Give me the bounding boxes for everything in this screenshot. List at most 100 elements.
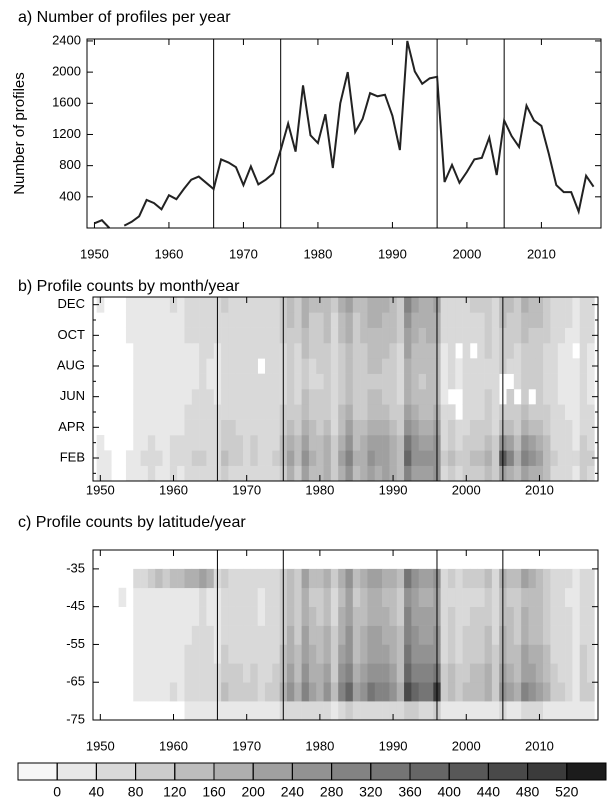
heatmap-cell xyxy=(243,644,251,664)
heatmap-cell xyxy=(477,568,485,589)
heatmap-cell xyxy=(587,587,595,607)
heatmap-cell xyxy=(477,644,485,664)
heatmap-cell xyxy=(491,404,500,420)
heatmap-cell xyxy=(579,568,588,589)
heatmap-cell xyxy=(557,663,566,683)
heatmap-cell xyxy=(243,465,251,482)
heatmap-cell xyxy=(147,568,156,589)
heatmap-cell xyxy=(579,682,588,702)
heatmap-cell xyxy=(243,625,251,645)
heatmap-cell xyxy=(345,606,354,626)
heatmap-cell xyxy=(235,606,244,626)
heatmap-cell xyxy=(447,644,456,664)
heatmap-cell xyxy=(301,663,310,683)
heatmap-cell xyxy=(462,682,471,702)
heatmap-cell xyxy=(579,373,588,390)
heatmap-cell xyxy=(411,568,419,589)
heatmap-cell xyxy=(528,373,537,390)
heatmap-cell xyxy=(301,358,310,374)
heatmap-cell xyxy=(345,435,354,451)
heatmap-cell xyxy=(294,606,302,626)
heatmap-cell xyxy=(338,435,346,451)
heatmap-cell xyxy=(462,568,471,589)
heatmap-cell xyxy=(316,644,324,664)
heatmap-cell xyxy=(191,701,200,721)
heatmap-cell xyxy=(411,587,419,607)
heatmap-cell xyxy=(418,389,427,405)
heatmap-cell xyxy=(133,327,141,344)
heatmap-cell xyxy=(396,465,405,482)
heatmap-cell xyxy=(133,343,141,359)
heatmap-cell xyxy=(455,358,463,374)
heatmap-cell xyxy=(352,450,361,466)
heatmap-cell xyxy=(235,297,244,313)
heatmap-cell xyxy=(308,297,317,313)
heatmap-cell xyxy=(184,312,193,328)
heatmap-cell xyxy=(118,587,127,607)
heatmap-cell xyxy=(389,312,398,328)
heatmap-cell xyxy=(352,404,361,420)
heatmap-cell xyxy=(396,343,405,359)
heatmap-cell xyxy=(565,419,573,436)
heatmap-cell xyxy=(286,682,295,702)
heatmap-cell xyxy=(579,358,588,374)
heatmap-cell xyxy=(352,358,361,374)
heatmap-cell xyxy=(440,389,449,405)
heatmap-cell xyxy=(455,297,463,313)
heatmap-cell xyxy=(338,358,346,374)
heatmap-cell xyxy=(374,435,383,451)
heatmap-cell xyxy=(521,465,529,482)
heatmap-cell xyxy=(162,465,171,482)
heatmap-cell xyxy=(513,465,522,482)
heatmap-cell xyxy=(565,701,573,721)
heatmap-cell xyxy=(155,358,163,374)
heatmap-cell xyxy=(462,435,471,451)
heatmap-cell xyxy=(206,450,215,466)
heatmap-cell xyxy=(243,312,251,328)
heatmap-cell xyxy=(235,644,244,664)
heatmap-cell xyxy=(155,606,163,626)
heatmap-cell xyxy=(184,625,193,645)
heatmap-cell xyxy=(228,663,237,683)
heatmap-cell xyxy=(543,465,551,482)
y-tick-label: 1200 xyxy=(52,126,81,141)
heatmap-cell xyxy=(177,465,185,482)
heatmap-cell xyxy=(301,327,310,344)
x-tick-label: 2000 xyxy=(452,246,481,261)
heatmap-cell xyxy=(250,701,258,721)
heatmap-cell xyxy=(330,358,339,374)
heatmap-cell xyxy=(367,587,376,607)
data-line xyxy=(94,40,595,229)
y-tick-label: -45 xyxy=(66,598,85,613)
heatmap-cell xyxy=(125,465,134,482)
heatmap-cell xyxy=(521,404,529,420)
heatmap-cell xyxy=(140,568,149,589)
heatmap-cell xyxy=(221,568,229,589)
heatmap-cell xyxy=(396,419,405,436)
heatmap-cell xyxy=(206,644,215,664)
heatmap-cell xyxy=(484,625,493,645)
heatmap-cell xyxy=(572,404,581,420)
heatmap-cell xyxy=(404,327,412,344)
heatmap-cell xyxy=(323,312,332,328)
heatmap-cell xyxy=(352,606,361,626)
heatmap-cell xyxy=(264,389,273,405)
heatmap-cell xyxy=(169,450,178,466)
heatmap-cell xyxy=(177,450,185,466)
x-tick-label: 1950 xyxy=(86,482,115,497)
heatmap-cell xyxy=(572,358,581,374)
heatmap-cell xyxy=(272,419,280,436)
heatmap-cell xyxy=(162,606,171,626)
heatmap-cell xyxy=(506,465,515,482)
heatmap-cell xyxy=(169,419,178,436)
heatmap-cell xyxy=(147,327,156,344)
heatmap-cell xyxy=(535,404,544,420)
heatmap-cell xyxy=(565,358,573,374)
heatmap-cell xyxy=(338,343,346,359)
heatmap-cell xyxy=(426,343,434,359)
heatmap-cell xyxy=(155,663,163,683)
heatmap-cell xyxy=(396,389,405,405)
heatmap-cell xyxy=(367,435,376,451)
heatmap-cell xyxy=(257,625,266,645)
heatmap-cell xyxy=(418,435,427,451)
